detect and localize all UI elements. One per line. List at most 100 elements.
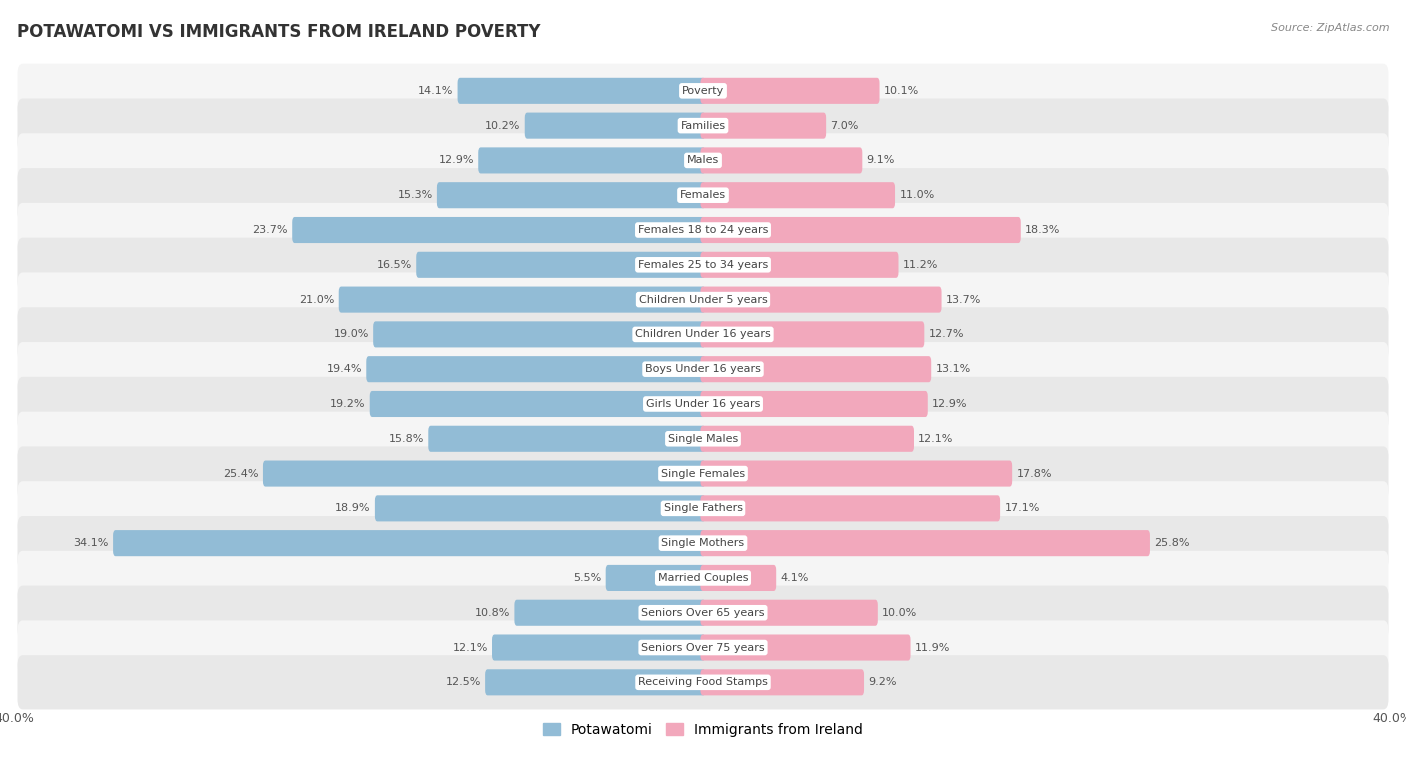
FancyBboxPatch shape <box>17 620 1389 675</box>
Text: 19.2%: 19.2% <box>330 399 366 409</box>
Text: Single Fathers: Single Fathers <box>664 503 742 513</box>
FancyBboxPatch shape <box>17 133 1389 187</box>
FancyBboxPatch shape <box>17 238 1389 292</box>
Text: 12.1%: 12.1% <box>453 643 488 653</box>
Text: Males: Males <box>688 155 718 165</box>
FancyBboxPatch shape <box>17 481 1389 535</box>
Text: Girls Under 16 years: Girls Under 16 years <box>645 399 761 409</box>
Text: 34.1%: 34.1% <box>73 538 108 548</box>
FancyBboxPatch shape <box>700 182 896 208</box>
FancyBboxPatch shape <box>292 217 706 243</box>
FancyBboxPatch shape <box>375 495 706 522</box>
FancyBboxPatch shape <box>17 377 1389 431</box>
Text: 11.2%: 11.2% <box>903 260 938 270</box>
FancyBboxPatch shape <box>17 551 1389 605</box>
Text: 18.3%: 18.3% <box>1025 225 1060 235</box>
Text: Females 18 to 24 years: Females 18 to 24 years <box>638 225 768 235</box>
FancyBboxPatch shape <box>700 495 1000 522</box>
Text: 7.0%: 7.0% <box>831 121 859 130</box>
FancyBboxPatch shape <box>367 356 706 382</box>
Text: Source: ZipAtlas.com: Source: ZipAtlas.com <box>1271 23 1389 33</box>
FancyBboxPatch shape <box>339 287 706 312</box>
FancyBboxPatch shape <box>700 78 880 104</box>
FancyBboxPatch shape <box>416 252 706 278</box>
Text: Married Couples: Married Couples <box>658 573 748 583</box>
FancyBboxPatch shape <box>373 321 706 347</box>
FancyBboxPatch shape <box>700 113 827 139</box>
Text: 9.1%: 9.1% <box>866 155 896 165</box>
FancyBboxPatch shape <box>700 217 1021 243</box>
Text: Receiving Food Stamps: Receiving Food Stamps <box>638 678 768 688</box>
Text: 10.1%: 10.1% <box>884 86 920 96</box>
FancyBboxPatch shape <box>700 600 877 626</box>
FancyBboxPatch shape <box>492 634 706 660</box>
FancyBboxPatch shape <box>515 600 706 626</box>
FancyBboxPatch shape <box>17 446 1389 501</box>
Text: 10.2%: 10.2% <box>485 121 520 130</box>
FancyBboxPatch shape <box>700 252 898 278</box>
FancyBboxPatch shape <box>17 412 1389 466</box>
Text: 25.8%: 25.8% <box>1154 538 1189 548</box>
Text: Females 25 to 34 years: Females 25 to 34 years <box>638 260 768 270</box>
Text: 12.7%: 12.7% <box>928 330 965 340</box>
FancyBboxPatch shape <box>700 391 928 417</box>
Text: 12.5%: 12.5% <box>446 678 481 688</box>
Text: 11.9%: 11.9% <box>915 643 950 653</box>
FancyBboxPatch shape <box>457 78 706 104</box>
FancyBboxPatch shape <box>17 586 1389 640</box>
Text: 5.5%: 5.5% <box>574 573 602 583</box>
Text: 4.1%: 4.1% <box>780 573 808 583</box>
FancyBboxPatch shape <box>700 669 865 695</box>
Text: 17.1%: 17.1% <box>1004 503 1040 513</box>
FancyBboxPatch shape <box>429 426 706 452</box>
FancyBboxPatch shape <box>17 655 1389 709</box>
Text: Children Under 5 years: Children Under 5 years <box>638 295 768 305</box>
FancyBboxPatch shape <box>700 287 942 312</box>
Text: 16.5%: 16.5% <box>377 260 412 270</box>
Text: 15.8%: 15.8% <box>388 434 425 443</box>
Text: 12.9%: 12.9% <box>932 399 967 409</box>
Text: 12.1%: 12.1% <box>918 434 953 443</box>
Text: 9.2%: 9.2% <box>869 678 897 688</box>
Text: Boys Under 16 years: Boys Under 16 years <box>645 364 761 374</box>
FancyBboxPatch shape <box>17 307 1389 362</box>
Text: 21.0%: 21.0% <box>299 295 335 305</box>
FancyBboxPatch shape <box>17 64 1389 118</box>
FancyBboxPatch shape <box>524 113 706 139</box>
FancyBboxPatch shape <box>437 182 706 208</box>
Text: Females: Females <box>681 190 725 200</box>
FancyBboxPatch shape <box>17 342 1389 396</box>
Text: Single Females: Single Females <box>661 468 745 478</box>
FancyBboxPatch shape <box>17 272 1389 327</box>
Text: Families: Families <box>681 121 725 130</box>
Text: 10.8%: 10.8% <box>475 608 510 618</box>
Text: 23.7%: 23.7% <box>253 225 288 235</box>
Text: Children Under 16 years: Children Under 16 years <box>636 330 770 340</box>
Text: 13.1%: 13.1% <box>935 364 970 374</box>
Text: POTAWATOMI VS IMMIGRANTS FROM IRELAND POVERTY: POTAWATOMI VS IMMIGRANTS FROM IRELAND PO… <box>17 23 540 41</box>
FancyBboxPatch shape <box>700 321 924 347</box>
Text: 12.9%: 12.9% <box>439 155 474 165</box>
FancyBboxPatch shape <box>700 426 914 452</box>
Text: 14.1%: 14.1% <box>418 86 453 96</box>
Text: 15.3%: 15.3% <box>398 190 433 200</box>
FancyBboxPatch shape <box>485 669 706 695</box>
Text: Single Mothers: Single Mothers <box>661 538 745 548</box>
Text: 25.4%: 25.4% <box>224 468 259 478</box>
Text: Single Males: Single Males <box>668 434 738 443</box>
FancyBboxPatch shape <box>700 530 1150 556</box>
FancyBboxPatch shape <box>478 147 706 174</box>
FancyBboxPatch shape <box>606 565 706 591</box>
FancyBboxPatch shape <box>700 356 931 382</box>
FancyBboxPatch shape <box>17 203 1389 257</box>
Text: 11.0%: 11.0% <box>900 190 935 200</box>
FancyBboxPatch shape <box>700 565 776 591</box>
FancyBboxPatch shape <box>17 168 1389 222</box>
FancyBboxPatch shape <box>263 461 706 487</box>
FancyBboxPatch shape <box>17 516 1389 570</box>
Text: 17.8%: 17.8% <box>1017 468 1052 478</box>
Text: 13.7%: 13.7% <box>946 295 981 305</box>
FancyBboxPatch shape <box>17 99 1389 153</box>
Legend: Potawatomi, Immigrants from Ireland: Potawatomi, Immigrants from Ireland <box>537 718 869 743</box>
Text: Seniors Over 75 years: Seniors Over 75 years <box>641 643 765 653</box>
